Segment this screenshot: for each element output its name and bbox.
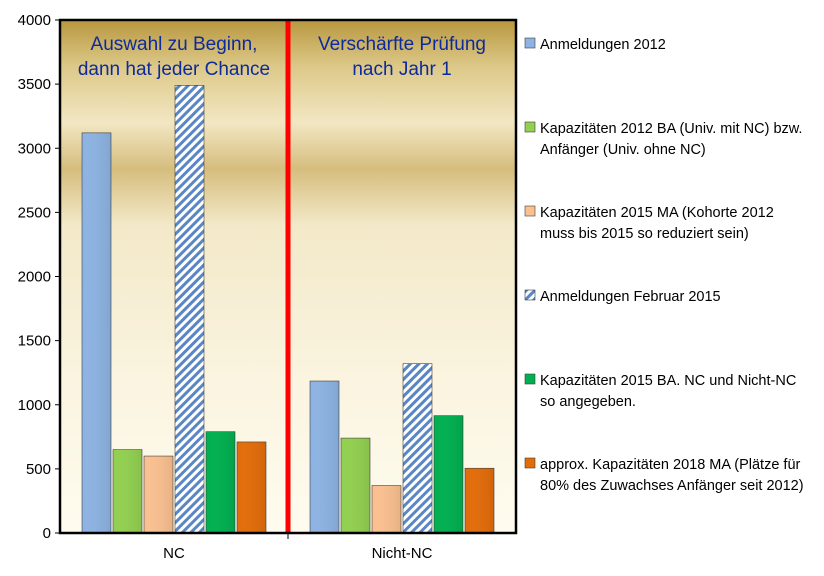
y-tick-label: 4000 [18,12,51,29]
annotation-line: nach Jahr 1 [352,59,451,80]
bar-shade [434,415,463,533]
legend-label: Kapazitäten 2012 BA (Univ. mit NC) bzw. [540,121,802,137]
legend-label: Anmeldungen 2012 [540,37,666,53]
legend-label: approx. Kapazitäten 2018 MA (Plätze für [540,457,801,473]
bar-shade [372,485,401,533]
annotation-line: Verschärfte Prüfung [318,34,486,55]
x-tick-label: NC [163,545,185,562]
legend-label: 80% des Zuwachses Anfänger seit 2012) [540,478,804,494]
legend-swatch [524,205,536,217]
x-tick-label: Nicht-NC [372,545,433,562]
bar-shade [82,132,111,534]
legend-label: so angegeben. [540,394,636,410]
legend-swatch [524,121,536,133]
legend-label: Kapazitäten 2015 BA. NC und Nicht-NC [540,373,796,389]
legend-label: Kapazitäten 2015 MA (Kohorte 2012 [540,205,774,221]
bar-shade [341,438,370,533]
bar-shade [206,431,235,533]
legend: Anmeldungen 2012 Kapazitäten 2012 BA (Uni… [524,37,804,494]
legend-label: Anmeldungen Februar 2015 [540,289,721,305]
legend-label: Anfänger (Univ. ohne NC) [540,142,706,158]
y-tick-label: 0 [43,525,51,542]
bar-shade [237,441,266,533]
legend-swatch [524,373,536,385]
bar-shade [465,468,494,533]
bar-shade [310,381,339,533]
legend-swatch [524,457,536,469]
y-tick-label: 3500 [18,76,51,93]
y-tick-label: 2500 [18,204,51,221]
y-tick-label: 500 [26,461,51,478]
legend-swatch [524,37,536,49]
y-tick-label: 1500 [18,333,51,350]
annotation-line: Auswahl zu Beginn, [91,34,258,55]
bar-4-nicht-nc [402,363,433,534]
bar-4-nc [174,85,205,534]
legend-label: muss bis 2015 so reduziert sein) [540,226,749,242]
y-tick-label: 2000 [18,269,51,286]
y-tick-label: 3000 [18,140,51,157]
bar-shade [113,449,142,533]
bar-shade [144,456,173,533]
y-tick-label: 1000 [18,397,51,414]
annotation-line: dann hat jeder Chance [78,59,270,80]
legend-swatch [524,289,536,301]
